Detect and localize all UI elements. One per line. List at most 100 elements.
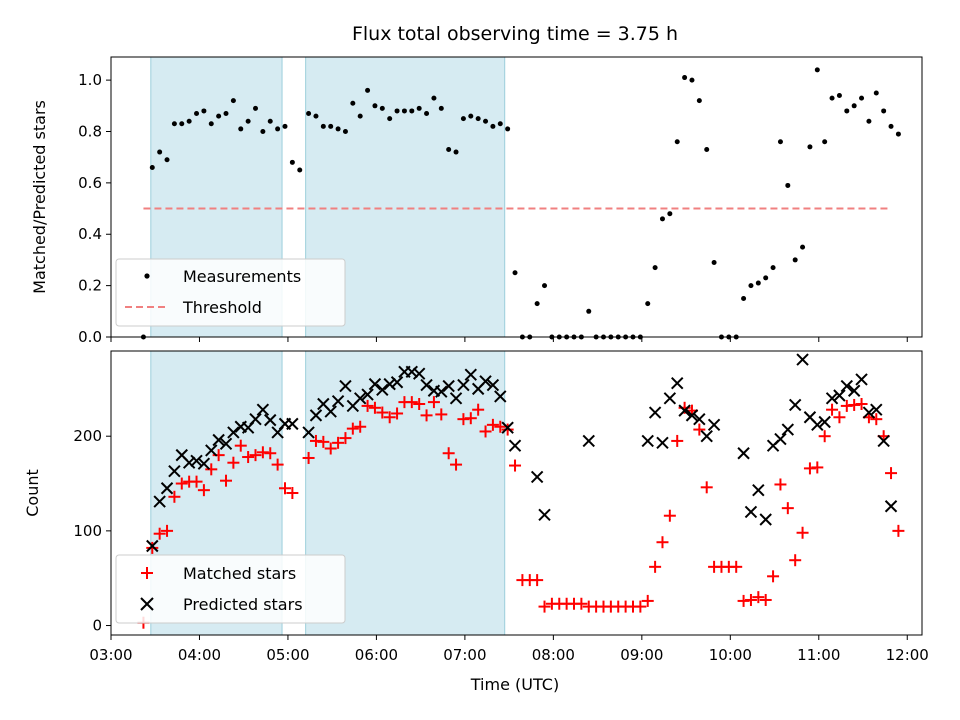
measurement-point (659, 216, 665, 222)
legend-measurements-label: Measurements (183, 267, 301, 286)
predicted-star-point (530, 470, 544, 484)
bottom-legend: Matched stars Predicted stars (115, 554, 346, 624)
measurement-point (208, 121, 214, 127)
matched-star-point (634, 600, 647, 613)
measurement-point (542, 283, 548, 289)
measurement-point (844, 108, 850, 114)
predicted-star-point (693, 412, 706, 426)
matched-star-point (759, 593, 772, 606)
matched-star-point (464, 412, 477, 425)
matched-star-point (442, 447, 455, 460)
y-tick-label: 200 (73, 427, 102, 445)
predicted-star-point (302, 426, 315, 439)
measurement-point (171, 121, 177, 127)
predicted-star-point (227, 426, 240, 439)
measurement-point (275, 126, 281, 132)
measurement-point (387, 116, 393, 122)
matched-star-point (767, 570, 780, 583)
x-tick-label: 08:00 (532, 646, 575, 664)
predicted-stars-series (146, 353, 898, 553)
measurement-point (674, 139, 680, 145)
predicted-star-point (884, 500, 898, 513)
matched-star-point (472, 403, 485, 416)
predicted-star-point (774, 432, 787, 446)
predicted-star-point (464, 368, 477, 381)
matched-star-point (885, 467, 898, 480)
measurement-point (755, 280, 761, 286)
matched-star-point (693, 423, 706, 436)
legend-threshold-label: Threshold (182, 298, 262, 317)
predicted-star-point (700, 429, 713, 443)
measurement-point (253, 105, 259, 111)
measurement-point (652, 265, 658, 271)
predicted-star-point (376, 383, 389, 397)
predicted-star-point (383, 377, 396, 391)
measurement-point (267, 118, 273, 124)
matched-star-point (346, 422, 359, 435)
predicted-star-point (788, 398, 802, 412)
measurement-point (289, 159, 295, 165)
predicted-star-point (811, 418, 824, 432)
predicted-star-point (361, 388, 374, 401)
top-y-ticks: 0.0 0.2 0.4 0.6 0.8 1.0 (78, 71, 111, 346)
matched-star-point (427, 396, 440, 409)
matched-star-point (501, 423, 514, 436)
matched-star-point (302, 451, 315, 464)
matched-star-point (494, 420, 507, 433)
measurement-point (409, 108, 415, 114)
bottom-panel: 03:00 04:00 05:00 06:00 07:00 08:00 09:00 10:00… (23, 350, 929, 694)
x-tick-label: 11:00 (797, 646, 840, 664)
predicted-star-point (855, 373, 868, 386)
top-panel: 0.0 0.2 0.4 0.6 0.8 1.0 Matched/Predicted sta… (30, 56, 923, 346)
measurement-point (328, 123, 334, 129)
measurement-point (881, 108, 887, 114)
predicted-star-point (449, 392, 463, 405)
predicted-star-point (656, 436, 669, 450)
predicted-star-point (847, 384, 861, 397)
predicted-star-point (353, 392, 367, 405)
measurement-point (696, 98, 702, 104)
measurement-point (194, 111, 200, 117)
matched-star-point (317, 435, 330, 448)
predicted-star-point (153, 495, 166, 508)
predicted-star-point (840, 379, 854, 393)
measurement-point (297, 167, 303, 173)
measurement-point (282, 123, 288, 129)
predicted-star-point (759, 513, 772, 526)
predicted-star-point (390, 376, 404, 389)
measurement-point (320, 123, 326, 129)
predicted-star-point (678, 404, 691, 417)
predicted-star-point (833, 389, 846, 402)
predicted-star-point (368, 377, 382, 391)
predicted-star-point (412, 367, 426, 380)
measurement-point (260, 128, 266, 134)
matched-star-point (730, 560, 743, 573)
y-tick-label: 0.6 (78, 174, 102, 192)
matched-star-point (368, 401, 381, 414)
measurement-point (497, 121, 503, 127)
measurement-point (667, 211, 673, 217)
matched-star-point (264, 447, 277, 460)
matched-star-point (234, 439, 247, 452)
measurement-point (888, 123, 894, 129)
matched-star-point (671, 434, 684, 447)
bottom-legend-box (115, 554, 346, 624)
predicted-star-point (648, 406, 662, 419)
matched-star-point (383, 411, 396, 424)
y-tick-label: 1.0 (78, 71, 102, 89)
matched-star-point (197, 484, 210, 497)
matched-star-point (339, 432, 352, 445)
legend-matched-label: Matched stars (183, 564, 296, 583)
predicted-star-point (501, 421, 514, 434)
measurement-point (313, 113, 319, 119)
matched-star-point (361, 399, 374, 412)
predicted-star-point (796, 353, 809, 366)
measurement-point (836, 93, 842, 99)
predicted-star-point (205, 444, 218, 457)
predicted-star-point (182, 456, 196, 469)
matched-star-point (796, 526, 809, 539)
predicted-star-point (324, 405, 337, 418)
matched-star-point (811, 461, 824, 474)
predicted-star-point (707, 418, 721, 432)
